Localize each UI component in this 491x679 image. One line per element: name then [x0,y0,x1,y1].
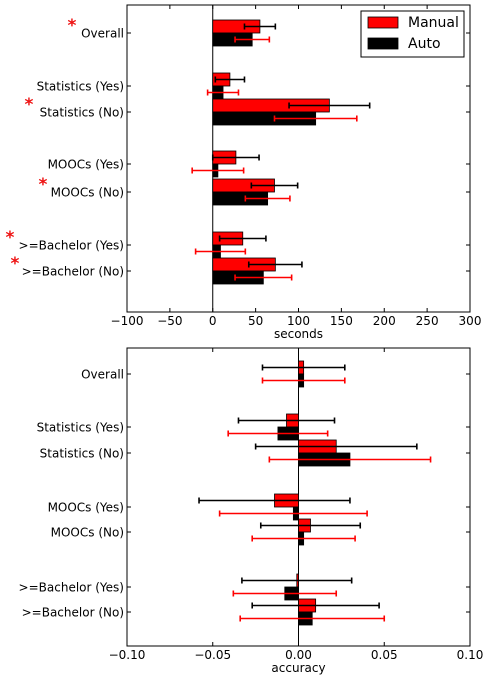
errorbar-auto [191,167,245,174]
x-tick-label: 200 [373,314,396,328]
category-label: >=Bachelor (Yes) [19,239,124,253]
chart-bottom-accuracy: Overall Statistics (Yes) Statistics (No) MO… [19,347,484,675]
legend-swatch-manual [367,16,399,29]
category-label: >=Bachelor (No) [22,606,124,620]
category-label: Statistics (Yes) [37,421,124,435]
errorbar-manual [198,497,351,504]
significance-star: * [68,16,77,36]
errorbar-manual [254,443,418,450]
errorbar-auto [227,430,329,437]
legend-label-auto: Auto [408,36,441,52]
errorbar-auto [261,377,346,384]
x-tick-label: 50 [248,314,263,328]
x-tick-label: 300 [459,314,482,328]
category-label: Statistics (No) [40,106,124,120]
errorbar-manual [218,235,267,242]
category-label: >=Bachelor (No) [22,265,124,279]
x-tick-label: −0.05 [194,648,231,662]
errorbar-manual [261,364,346,371]
errorbar-auto [218,510,368,517]
errorbar-auto [194,248,247,255]
errorbar-manual [211,154,260,161]
errorbar-auto [273,115,358,122]
legend-swatch-auto [367,37,399,50]
significance-star: * [39,175,48,195]
errorbar-manual [250,182,299,189]
category-label: Statistics (Yes) [37,80,124,94]
errorbar-auto [268,456,432,463]
errorbar-manual [243,23,277,30]
significance-star: * [25,95,34,115]
significance-star: * [11,254,20,274]
errorbar-auto [251,535,356,542]
errorbar-auto [234,274,293,281]
x-tick-label: 250 [416,314,439,328]
x-tick-label: 100 [287,314,310,328]
errorbar-manual [214,76,246,83]
x-axis-title: accuracy [271,661,325,675]
category-label: Statistics (No) [40,447,124,461]
category-label: >=Bachelor (Yes) [19,581,124,595]
significance-star: * [6,228,15,248]
x-tick-label: 0 [209,314,217,328]
category-label: MOOCs (Yes) [48,158,124,172]
errorbar-manual [288,102,371,109]
category-label: Overall [81,27,124,41]
errorbar-auto [206,89,240,96]
errorbar-manual [247,261,303,268]
x-tick-label: −100 [111,314,144,328]
category-label: MOOCs (No) [51,186,124,200]
legend-label-manual: Manual [408,15,459,31]
x-tick-label: −50 [157,314,182,328]
x-tick-label: 150 [330,314,353,328]
x-tick-label: 0.00 [285,648,312,662]
legend: Manual Auto [360,10,465,58]
errorbar-manual [259,522,362,529]
errorbar-auto [232,590,338,597]
chart-top-seconds: Overall*Statistics (Yes)Statistics (No)*… [6,4,482,341]
category-label: Overall [81,368,124,382]
x-tick-label: −0.10 [109,648,146,662]
errorbar-manual [241,577,353,584]
x-axis-title: seconds [274,327,323,341]
x-tick-label: 0.10 [457,648,484,662]
errorbar-auto [234,36,271,43]
category-label: MOOCs (No) [51,526,124,540]
errorbar-manual [251,602,380,609]
errorbar-manual [237,417,336,424]
x-tick-label: 0.05 [371,648,398,662]
errorbar-auto [239,615,386,622]
category-label: MOOCs (Yes) [48,501,124,515]
errorbar-auto [244,195,291,202]
